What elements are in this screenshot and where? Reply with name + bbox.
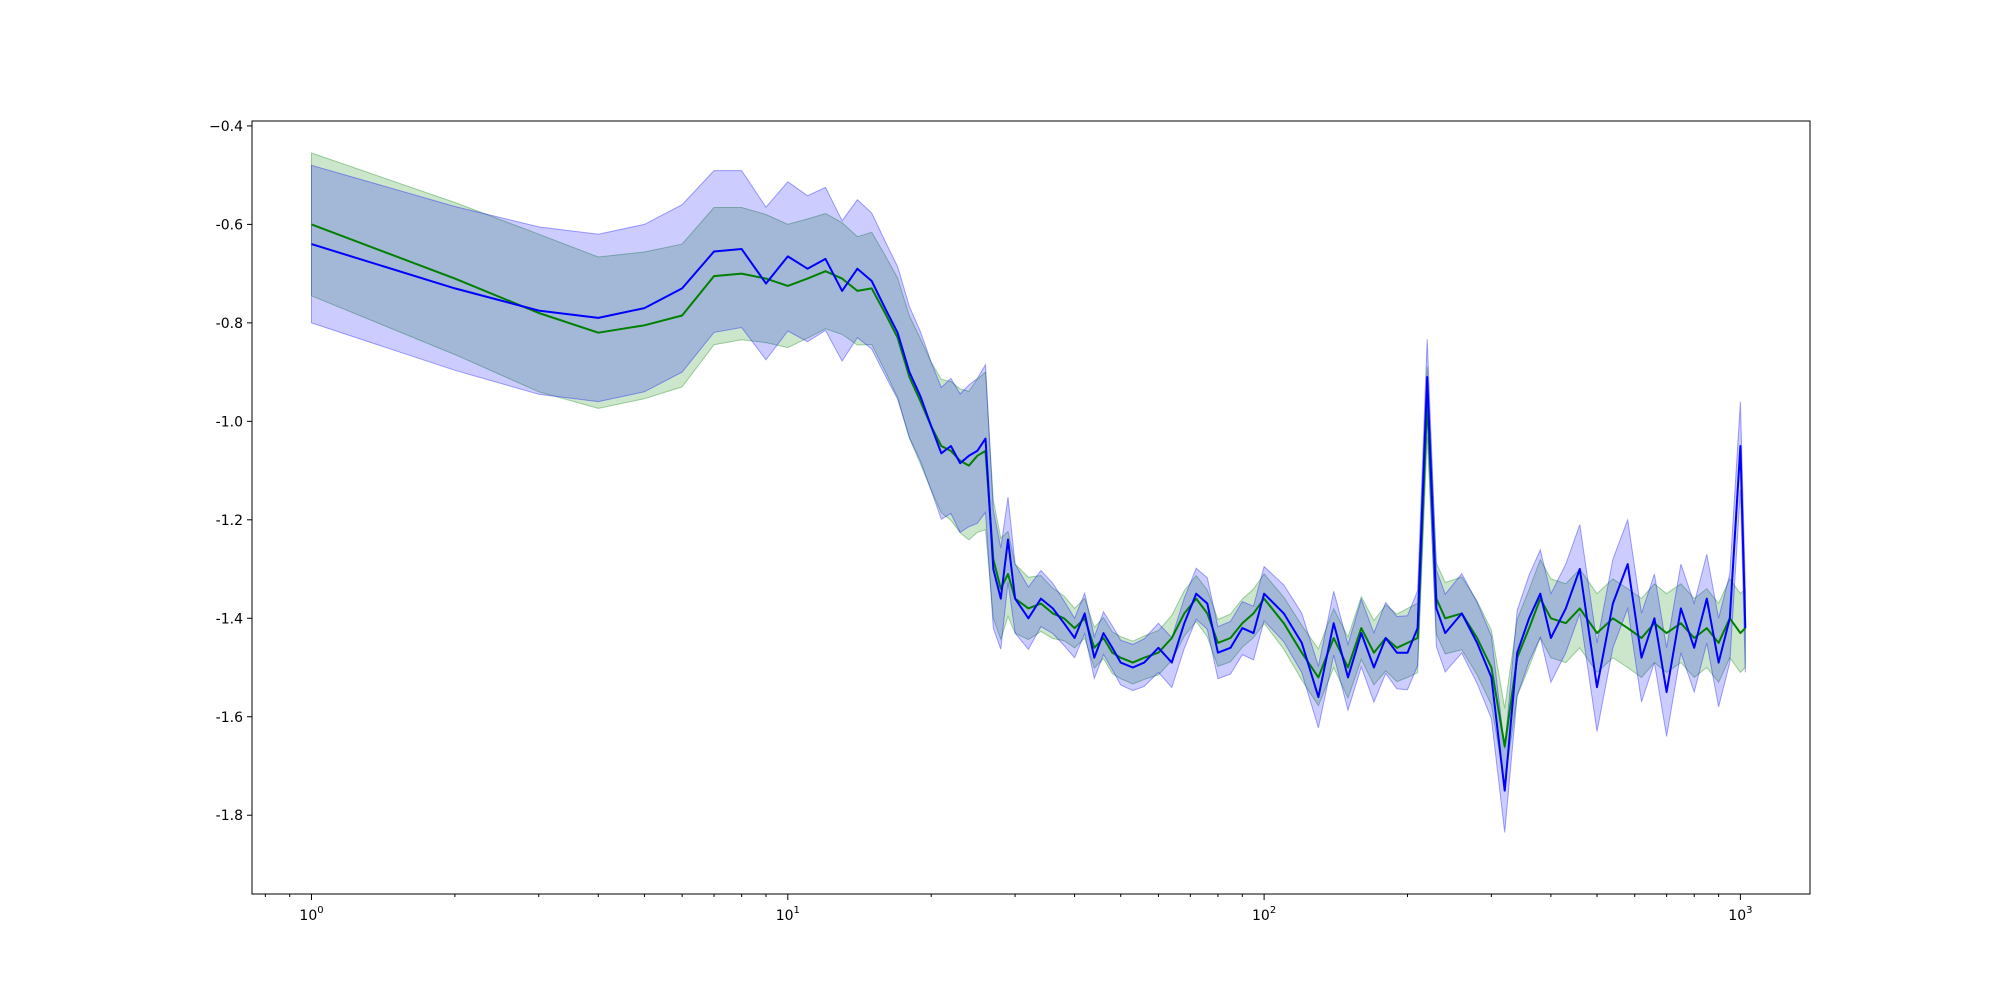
y-axis: −0.4 -0.6 -0.8 -1.0 -1.2 -1.4 -1.6 -1.8 xyxy=(209,119,252,824)
series-lines xyxy=(311,223,1747,792)
y-tick-label: -1.2 xyxy=(216,513,243,529)
y-tick-label: -1.6 xyxy=(216,710,243,726)
y-tick-label: −0.4 xyxy=(209,119,243,135)
confidence-bands xyxy=(311,152,1746,833)
y-tick-label: -1.4 xyxy=(216,611,243,627)
y-tick-label: -1.0 xyxy=(216,414,243,430)
y-tick-label: -0.8 xyxy=(216,316,243,332)
series-1-band xyxy=(311,152,1746,785)
series-2-line xyxy=(311,243,1747,792)
y-tick-label: -0.6 xyxy=(216,217,243,233)
plot-frame xyxy=(251,120,1811,895)
y-tick-label: -1.8 xyxy=(216,808,243,824)
x-tick-label: 102 xyxy=(1252,905,1276,924)
x-tick-label: 100 xyxy=(299,905,323,924)
x-axis: 100 101 102 103 xyxy=(264,894,1753,924)
series-2-band xyxy=(311,164,1746,833)
x-tick-label: 101 xyxy=(776,905,800,924)
x-tick-label: 103 xyxy=(1728,905,1752,924)
series-1-line xyxy=(311,223,1747,748)
